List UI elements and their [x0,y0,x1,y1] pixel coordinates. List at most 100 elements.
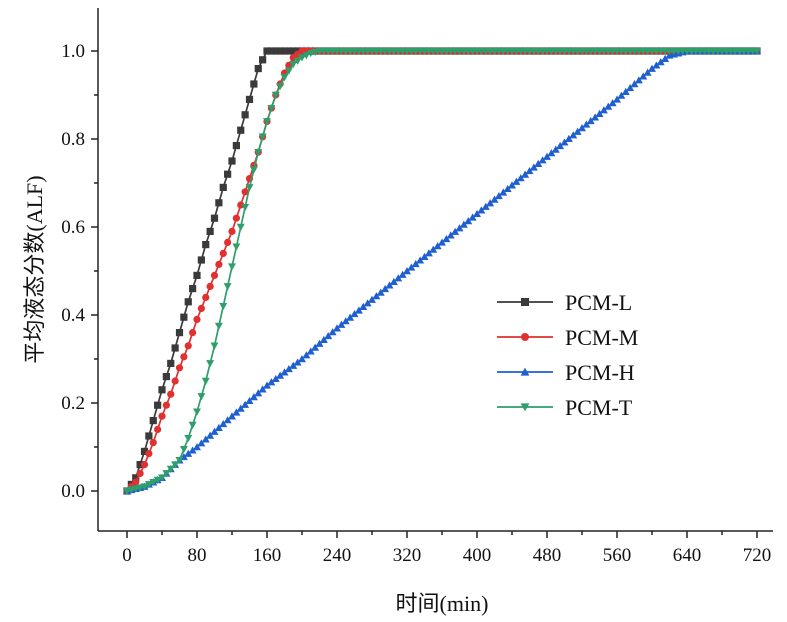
x-tick-label: 0 [122,545,132,566]
data-point-pcm-h [206,431,215,439]
data-point-pcm-h [416,256,425,264]
data-point-pcm-l [206,227,214,235]
data-point-pcm-h [438,238,446,246]
data-point-pcm-h [324,331,333,340]
data-point-pcm-l [167,359,175,367]
data-point-pcm-h [319,335,328,343]
y-tick-label: 1.0 [61,41,85,62]
data-point-pcm-h [551,145,560,153]
legend-item-pcm-l: PCM-L [497,290,632,315]
y-tick-label: 0.4 [61,305,85,326]
data-point-pcm-h [626,83,635,92]
data-point-pcm-h [184,449,193,457]
data-point-pcm-l [289,47,297,55]
data-point-pcm-l [232,142,240,150]
data-point-pcm-h [634,76,643,84]
data-point-pcm-h [569,131,578,139]
data-point-pcm-t [289,60,298,69]
data-point-pcm-h [494,191,503,200]
data-point-pcm-h [525,166,534,175]
data-point-pcm-m [162,401,170,409]
data-point-pcm-l [162,373,170,381]
data-point-pcm-l [263,47,271,55]
data-point-pcm-m [206,282,214,290]
data-point-pcm-h [254,389,263,397]
series-layer [123,47,761,495]
data-point-pcm-h [302,351,311,359]
data-point-pcm-t [284,67,293,75]
data-point-pcm-t [298,54,306,62]
data-point-pcm-h [661,54,670,62]
data-point-pcm-m [219,249,227,257]
legend-item-pcm-h: PCM-H [497,360,635,385]
x-tick-label: 400 [463,545,492,566]
data-point-pcm-h [534,159,543,167]
data-point-pcm-h [328,328,337,336]
data-point-pcm-h [451,227,460,235]
data-point-pcm-m [215,260,223,268]
data-point-pcm-l [267,47,275,55]
data-point-pcm-l [193,271,201,279]
data-point-pcm-h [293,358,302,366]
data-point-pcm-h [407,263,416,271]
data-point-pcm-h [337,320,346,328]
y-tick-label: 0.8 [61,129,85,150]
data-point-pcm-t [201,377,210,385]
data-point-pcm-h [586,116,595,125]
data-point-pcm-h [652,61,661,69]
data-point-pcm-h [298,355,306,363]
data-point-pcm-h [236,404,245,412]
data-point-pcm-t [162,470,171,478]
data-point-pcm-h [311,343,320,351]
data-point-pcm-h [503,184,512,193]
data-point-pcm-l [228,157,236,165]
data-point-pcm-l [158,386,166,394]
data-point-pcm-h [333,324,341,332]
data-point-pcm-l [132,474,140,482]
data-point-pcm-m [241,188,249,196]
data-point-pcm-h [582,120,591,128]
data-point-pcm-h [595,109,604,117]
data-point-pcm-m [132,478,140,486]
data-point-pcm-m [158,412,166,420]
data-point-pcm-t [236,223,245,231]
data-point-pcm-h [508,181,516,189]
data-point-pcm-h [341,317,350,325]
data-point-pcm-h [280,368,289,376]
data-point-pcm-h [258,385,267,393]
y-tick-label: 0.2 [61,393,85,414]
data-point-pcm-l [241,111,249,119]
data-point-pcm-h [648,64,656,72]
data-point-pcm-h [350,309,359,318]
data-point-pcm-l [285,47,293,55]
data-point-pcm-h [249,392,258,401]
data-point-pcm-h [197,439,206,447]
data-point-pcm-t [140,483,149,491]
data-point-pcm-h [403,267,411,275]
data-point-pcm-h [573,127,582,135]
data-point-pcm-h [228,412,236,420]
data-point-pcm-h [363,299,372,307]
data-point-pcm-t [179,445,188,454]
axes-layer: 0.0 0.2 0.4 0.6 0.8 1.0 0 80 160 240 320 400 480 560 6… [61,8,773,566]
data-point-pcm-l [250,80,258,88]
data-point-pcm-l [245,95,254,103]
data-point-pcm-t [280,74,289,82]
x-tick-label: 560 [603,545,632,566]
data-point-pcm-l [224,170,232,178]
x-tick-label: 320 [393,545,422,566]
data-point-pcm-h [394,274,403,282]
data-point-pcm-t [206,360,215,368]
data-point-pcm-h [306,347,315,355]
data-point-pcm-t [276,82,285,91]
data-point-pcm-l [202,241,210,249]
data-point-pcm-h [271,374,280,383]
legend-label: PCM-L [565,290,632,315]
data-point-pcm-h [315,339,324,347]
data-point-pcm-h [210,427,219,435]
data-point-pcm-h [346,313,355,321]
legend-swatch-marker [521,298,529,306]
data-point-pcm-t [184,434,193,443]
data-point-pcm-m [184,342,192,350]
